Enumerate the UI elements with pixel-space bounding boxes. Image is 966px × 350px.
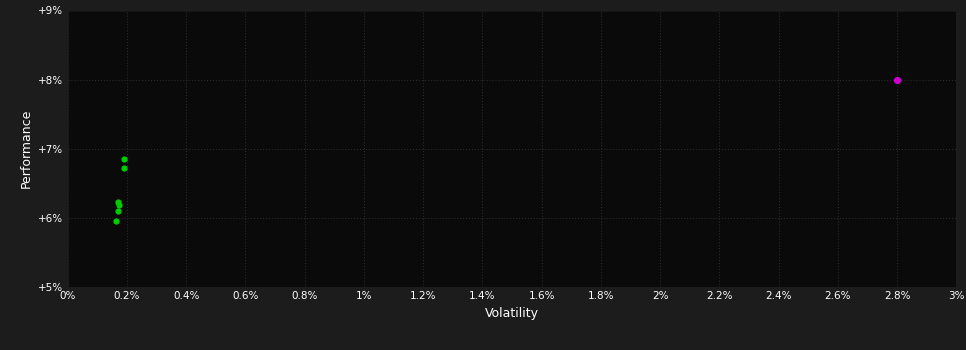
Point xyxy=(116,165,131,171)
Point xyxy=(110,199,126,205)
Point xyxy=(112,203,128,208)
Point xyxy=(110,208,126,214)
Point xyxy=(116,156,131,162)
Point xyxy=(890,77,905,82)
X-axis label: Volatility: Volatility xyxy=(485,307,539,320)
Y-axis label: Performance: Performance xyxy=(19,109,33,188)
Point xyxy=(109,218,125,224)
